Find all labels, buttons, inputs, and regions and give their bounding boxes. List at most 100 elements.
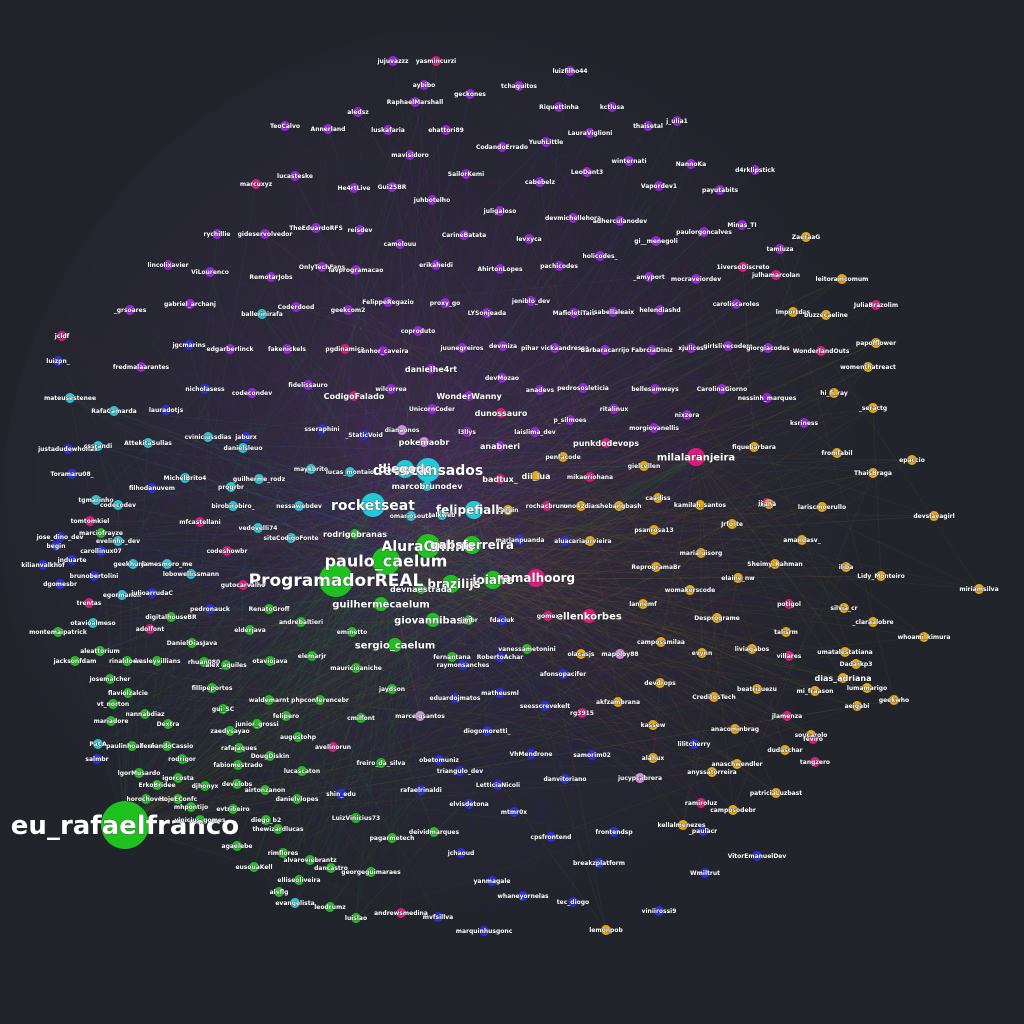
node-onlytechfans[interactable] [317, 262, 327, 272]
node-unicorncoder[interactable] [427, 404, 437, 414]
node-pachicodes[interactable] [554, 261, 564, 271]
node-kctlusa[interactable] [607, 102, 617, 112]
node-girlslivecoders[interactable] [723, 341, 733, 351]
node-leodrumz[interactable] [325, 902, 335, 912]
node-juligaloso[interactable] [495, 206, 505, 216]
node-gomex[interactable] [543, 611, 553, 621]
node-devmiza[interactable] [498, 341, 508, 351]
node-dougdiskin[interactable] [265, 751, 275, 761]
node-otavioalmeso[interactable] [88, 618, 98, 628]
node--brazilijs[interactable] [442, 575, 460, 593]
node-reprogramabr[interactable] [651, 562, 661, 572]
node-luizfilho44[interactable] [565, 66, 575, 76]
node-campossmilaa[interactable] [656, 637, 666, 647]
node-gideservolvedor[interactable] [260, 229, 270, 239]
node-dunossauro[interactable] [496, 408, 506, 418]
node-trentas[interactable] [84, 598, 94, 608]
node-deividmarques[interactable] [429, 827, 439, 837]
node-mvfsillva[interactable] [433, 912, 443, 922]
node-viniirossi9[interactable] [654, 906, 664, 916]
node-umatalestatiana[interactable] [840, 647, 850, 657]
node-lgormusardo[interactable] [134, 768, 144, 778]
node-villares[interactable] [784, 651, 794, 661]
node-dgomesbr[interactable] [55, 579, 65, 589]
node-epaccio[interactable] [907, 455, 917, 465]
node-phpconferencebr[interactable] [315, 695, 325, 705]
node-andrewsmedina[interactable] [396, 908, 406, 918]
node-montemaipatrick[interactable] [53, 627, 63, 637]
node-felipefialho[interactable] [465, 501, 483, 519]
node-penfacode[interactable] [558, 452, 568, 462]
node-minas-ti[interactable] [737, 220, 747, 230]
node-airtonzanon[interactable] [260, 785, 270, 795]
node-payutabits[interactable] [715, 185, 725, 195]
node-lauradotjs[interactable] [161, 405, 171, 415]
node-anadevs[interactable] [535, 385, 545, 395]
node-giorgiacodes[interactable] [763, 343, 773, 353]
node-zaedysayao[interactable] [225, 726, 235, 736]
node-cabebelz[interactable] [535, 177, 545, 187]
node-winternati[interactable] [624, 156, 634, 166]
node-tchaguitos[interactable] [514, 81, 524, 91]
node-geekwho[interactable] [889, 695, 899, 705]
node-gui25br[interactable] [387, 182, 397, 192]
node-fredmalaarantes[interactable] [136, 362, 146, 372]
node-dadarkp3[interactable] [851, 659, 861, 669]
node-aluarn[interactable] [560, 536, 570, 546]
node-cssrandi[interactable] [93, 441, 103, 451]
node-wonderwanny[interactable] [464, 391, 474, 401]
node-fiquebarbara[interactable] [749, 442, 759, 452]
node-hi-fi-ray[interactable] [829, 388, 839, 398]
node-desprograme[interactable] [712, 613, 722, 623]
node-josemalcher[interactable] [105, 674, 115, 684]
node-lmportdas[interactable] [788, 307, 798, 317]
node-waldemarnt[interactable] [264, 695, 274, 705]
node-pihar-vickaandressa[interactable] [550, 343, 560, 353]
node-raphaelmarshall[interactable] [410, 97, 420, 107]
node-brunobertolini[interactable] [89, 571, 99, 581]
node-aleattorium[interactable] [95, 646, 105, 656]
node-erikaheidi[interactable] [431, 260, 441, 270]
node-sseraphini[interactable] [317, 424, 327, 434]
node-codecodev[interactable] [113, 500, 123, 510]
node-lucasteske[interactable] [290, 171, 300, 181]
node-devmichellehora[interactable] [568, 213, 578, 223]
node-alvaroviebrantz[interactable] [305, 855, 315, 865]
node-kellalmenezes-[interactable] [678, 820, 688, 830]
node-nannoka[interactable] [686, 159, 696, 169]
node-vitoremanueldev[interactable] [752, 851, 762, 861]
node-iliba[interactable] [841, 562, 851, 572]
node-robertoachar[interactable] [495, 652, 505, 662]
node-nixzera[interactable] [682, 410, 692, 420]
node-jose-dino-dev[interactable] [55, 532, 65, 542]
node-devscansados[interactable] [416, 458, 440, 482]
node-proxy-go[interactable] [440, 298, 450, 308]
node-carinebatata[interactable] [459, 230, 469, 240]
node-shin-edu[interactable] [336, 789, 346, 799]
node-adolfont[interactable] [145, 624, 155, 634]
node-eu-rafaelfranco[interactable] [101, 801, 149, 849]
node-coproduto[interactable] [413, 326, 423, 336]
node-vapordev1[interactable] [654, 181, 664, 191]
node-juunegreiros[interactable] [457, 343, 467, 353]
node-mfcastellani[interactable] [195, 517, 205, 527]
node-anyssatorreira[interactable] [707, 767, 717, 777]
node-salmbr[interactable] [92, 754, 102, 764]
node-obetomuniz[interactable] [434, 755, 444, 765]
node-shebangbash[interactable] [614, 501, 624, 511]
node-avelinorun[interactable] [328, 742, 338, 752]
node-rychillie[interactable] [212, 229, 222, 239]
node-danielhe4rt[interactable] [426, 364, 436, 374]
node-devmozao[interactable] [497, 373, 507, 383]
node-sheimy-rahman[interactable] [770, 559, 780, 569]
node--grsoares[interactable] [125, 305, 135, 315]
node-progrbr[interactable] [226, 482, 236, 492]
node-otaviojava[interactable] [265, 656, 275, 666]
node-rinaldodev[interactable] [122, 656, 132, 666]
node-fakenickels[interactable] [282, 344, 292, 354]
node-dextra[interactable] [163, 719, 173, 729]
node-mocraveiordev[interactable] [691, 274, 701, 284]
node-gielcellen[interactable] [639, 461, 649, 471]
node-wonderlandouts[interactable] [816, 346, 826, 356]
node-d4rklipstick[interactable] [750, 165, 760, 175]
